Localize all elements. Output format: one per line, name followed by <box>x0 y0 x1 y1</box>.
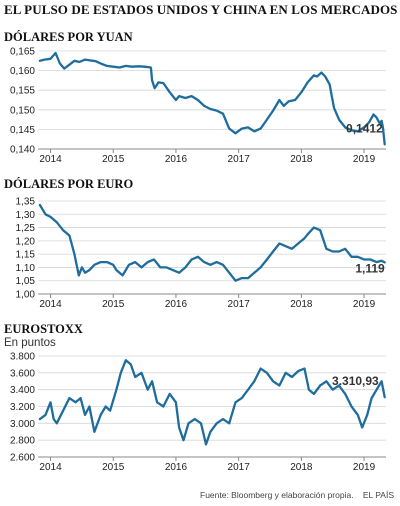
y-tick-label-euro: 1,05 <box>16 276 36 287</box>
x-tick-label-euro: 2016 <box>165 299 188 310</box>
x-tick-label-yuan: 2015 <box>102 154 125 165</box>
x-tick-label-euro: 2017 <box>228 299 251 310</box>
x-tick-label-yuan: 2019 <box>353 154 376 165</box>
x-tick-label-eurostoxx: 2016 <box>165 462 188 473</box>
x-tick-label-yuan: 2016 <box>165 154 188 165</box>
x-tick-label-yuan: 2014 <box>39 154 62 165</box>
panel-title-yuan: DÓLARES POR YUAN <box>4 30 133 44</box>
y-tick-label-euro: 1,20 <box>16 236 36 247</box>
panel-title-eurostoxx: EUROSTOXX <box>4 322 83 336</box>
y-tick-label-yuan: 0,150 <box>10 105 35 116</box>
y-tick-label-euro: 1,35 <box>16 197 36 208</box>
x-tick-label-euro: 2018 <box>290 299 313 310</box>
x-tick-label-yuan: 2017 <box>228 154 251 165</box>
y-tick-label-eurostoxx: 3.800 <box>10 352 35 363</box>
y-tick-label-yuan: 0,160 <box>10 66 35 77</box>
x-tick-label-yuan: 2018 <box>290 154 313 165</box>
x-tick-label-euro: 2015 <box>102 299 125 310</box>
y-tick-label-eurostoxx: 3.600 <box>10 368 35 379</box>
main-title: EL PULSO DE ESTADOS UNIDOS Y CHINA EN LO… <box>4 2 398 17</box>
series-line-euro <box>38 203 386 282</box>
y-tick-label-euro: 1,10 <box>16 263 36 274</box>
x-tick-label-eurostoxx: 2014 <box>39 462 62 473</box>
y-tick-label-euro: 1,00 <box>16 290 36 301</box>
panel-subtitle-eurostoxx: En puntos <box>4 337 56 349</box>
y-tick-label-eurostoxx: 3.400 <box>10 385 35 396</box>
y-tick-label-eurostoxx: 2.600 <box>10 453 35 464</box>
y-tick-label-eurostoxx: 3.000 <box>10 419 35 430</box>
panel-title-euro: DÓLARES POR EURO <box>4 177 134 191</box>
x-tick-label-eurostoxx: 2018 <box>290 462 313 473</box>
y-tick-label-euro: 1,30 <box>16 210 36 221</box>
end-value-label-euro: 1,119 <box>355 261 385 275</box>
y-tick-label-yuan: 0,155 <box>10 86 35 97</box>
x-tick-label-euro: 2014 <box>39 299 62 310</box>
series-line-yuan <box>38 51 386 146</box>
source-note: Fuente: Bloomberg y elaboración propia. <box>200 490 354 500</box>
x-tick-label-eurostoxx: 2015 <box>102 462 125 473</box>
series-line-eurostoxx <box>38 359 386 446</box>
end-value-label-eurostoxx: 3.310,93 <box>332 374 379 388</box>
y-tick-label-eurostoxx: 3.200 <box>10 402 35 413</box>
x-tick-label-eurostoxx: 2019 <box>353 462 376 473</box>
end-value-label-yuan: 0,1412 <box>346 121 383 135</box>
y-tick-label-yuan: 0,165 <box>10 47 35 58</box>
brand-label: EL PAÍS <box>362 490 394 500</box>
y-tick-label-euro: 1,25 <box>16 223 36 234</box>
x-tick-label-euro: 2019 <box>353 299 376 310</box>
y-tick-label-euro: 1,15 <box>16 250 36 261</box>
y-tick-label-yuan: 0,140 <box>10 145 35 156</box>
x-tick-label-eurostoxx: 2017 <box>228 462 251 473</box>
y-tick-label-eurostoxx: 2.800 <box>10 436 35 447</box>
y-tick-label-yuan: 0,145 <box>10 125 35 136</box>
